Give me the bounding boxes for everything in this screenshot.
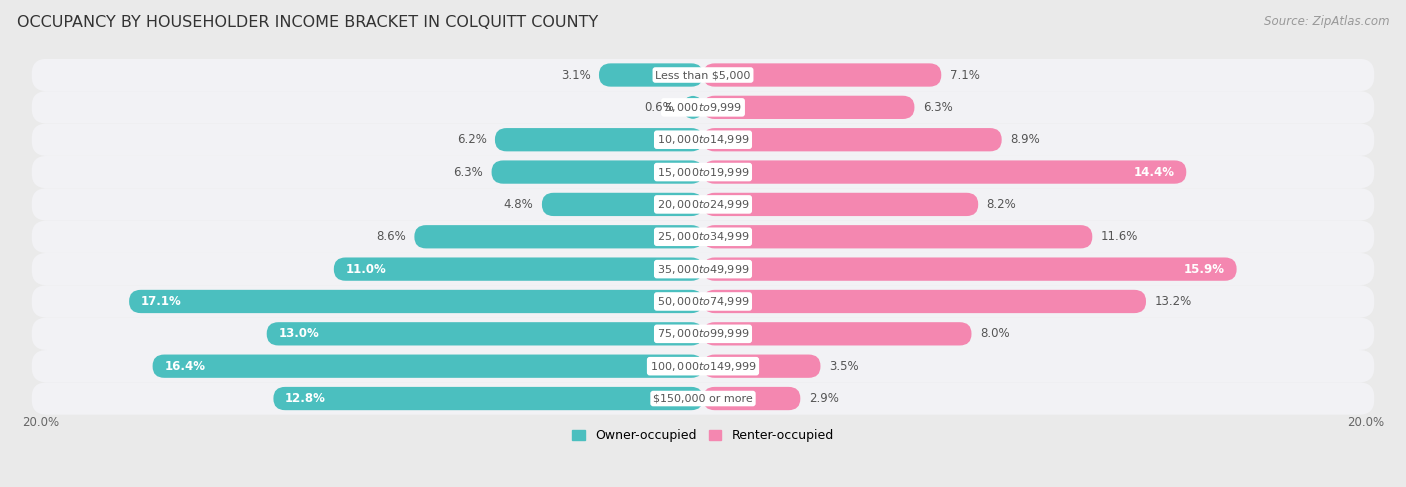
Text: $15,000 to $19,999: $15,000 to $19,999 (657, 166, 749, 179)
FancyBboxPatch shape (32, 124, 1374, 156)
FancyBboxPatch shape (273, 387, 703, 410)
FancyBboxPatch shape (129, 290, 703, 313)
Text: $100,000 to $149,999: $100,000 to $149,999 (650, 360, 756, 373)
Text: 16.4%: 16.4% (165, 360, 205, 373)
FancyBboxPatch shape (703, 63, 941, 87)
FancyBboxPatch shape (703, 387, 800, 410)
Text: $50,000 to $74,999: $50,000 to $74,999 (657, 295, 749, 308)
Text: $20,000 to $24,999: $20,000 to $24,999 (657, 198, 749, 211)
Legend: Owner-occupied, Renter-occupied: Owner-occupied, Renter-occupied (568, 424, 838, 447)
Text: 4.8%: 4.8% (503, 198, 533, 211)
FancyBboxPatch shape (703, 290, 1146, 313)
Text: 6.3%: 6.3% (453, 166, 484, 179)
FancyBboxPatch shape (703, 193, 979, 216)
Text: 11.0%: 11.0% (346, 262, 387, 276)
Text: Source: ZipAtlas.com: Source: ZipAtlas.com (1264, 15, 1389, 28)
Text: 0.6%: 0.6% (645, 101, 675, 114)
Text: 8.6%: 8.6% (377, 230, 406, 244)
FancyBboxPatch shape (703, 128, 1001, 151)
FancyBboxPatch shape (32, 156, 1374, 188)
Text: 15.9%: 15.9% (1184, 262, 1225, 276)
FancyBboxPatch shape (415, 225, 703, 248)
FancyBboxPatch shape (32, 59, 1374, 91)
Text: 11.6%: 11.6% (1101, 230, 1137, 244)
FancyBboxPatch shape (703, 225, 1092, 248)
Text: 6.2%: 6.2% (457, 133, 486, 146)
FancyBboxPatch shape (541, 193, 703, 216)
Text: $10,000 to $14,999: $10,000 to $14,999 (657, 133, 749, 146)
Text: 7.1%: 7.1% (949, 69, 980, 81)
FancyBboxPatch shape (32, 91, 1374, 124)
FancyBboxPatch shape (703, 160, 1187, 184)
FancyBboxPatch shape (32, 253, 1374, 285)
FancyBboxPatch shape (703, 96, 914, 119)
FancyBboxPatch shape (703, 322, 972, 345)
Text: 13.2%: 13.2% (1154, 295, 1192, 308)
Text: Less than $5,000: Less than $5,000 (655, 70, 751, 80)
FancyBboxPatch shape (32, 382, 1374, 415)
Text: 20.0%: 20.0% (21, 416, 59, 430)
Text: 8.9%: 8.9% (1010, 133, 1040, 146)
FancyBboxPatch shape (32, 350, 1374, 382)
Text: $150,000 or more: $150,000 or more (654, 393, 752, 404)
Text: 8.0%: 8.0% (980, 327, 1010, 340)
Text: 3.5%: 3.5% (830, 360, 859, 373)
FancyBboxPatch shape (32, 318, 1374, 350)
Text: $75,000 to $99,999: $75,000 to $99,999 (657, 327, 749, 340)
Text: 20.0%: 20.0% (1347, 416, 1385, 430)
FancyBboxPatch shape (333, 258, 703, 281)
Text: OCCUPANCY BY HOUSEHOLDER INCOME BRACKET IN COLQUITT COUNTY: OCCUPANCY BY HOUSEHOLDER INCOME BRACKET … (17, 15, 598, 30)
Text: 2.9%: 2.9% (808, 392, 838, 405)
Text: 14.4%: 14.4% (1133, 166, 1174, 179)
FancyBboxPatch shape (703, 355, 821, 378)
Text: 3.1%: 3.1% (561, 69, 591, 81)
FancyBboxPatch shape (683, 96, 703, 119)
FancyBboxPatch shape (32, 188, 1374, 221)
Text: 12.8%: 12.8% (285, 392, 326, 405)
Text: 8.2%: 8.2% (987, 198, 1017, 211)
FancyBboxPatch shape (703, 258, 1237, 281)
FancyBboxPatch shape (492, 160, 703, 184)
Text: $25,000 to $34,999: $25,000 to $34,999 (657, 230, 749, 244)
Text: 17.1%: 17.1% (141, 295, 181, 308)
FancyBboxPatch shape (599, 63, 703, 87)
FancyBboxPatch shape (267, 322, 703, 345)
FancyBboxPatch shape (32, 221, 1374, 253)
FancyBboxPatch shape (32, 285, 1374, 318)
FancyBboxPatch shape (495, 128, 703, 151)
Text: $5,000 to $9,999: $5,000 to $9,999 (664, 101, 742, 114)
Text: $35,000 to $49,999: $35,000 to $49,999 (657, 262, 749, 276)
Text: 6.3%: 6.3% (922, 101, 953, 114)
Text: 13.0%: 13.0% (278, 327, 319, 340)
FancyBboxPatch shape (153, 355, 703, 378)
